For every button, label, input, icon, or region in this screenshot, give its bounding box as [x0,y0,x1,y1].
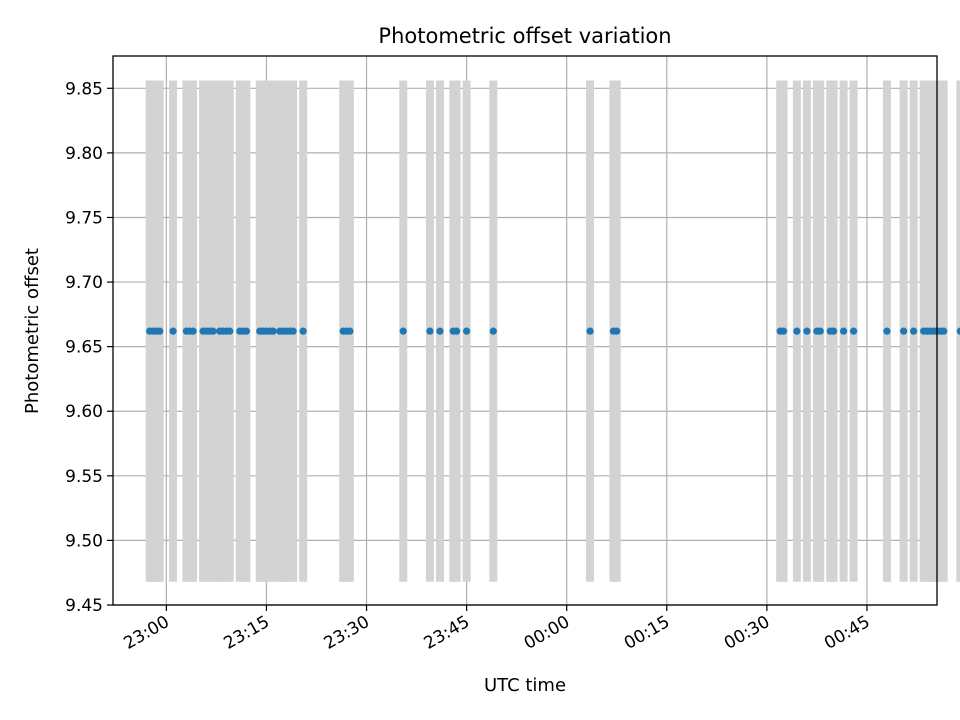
data-point [586,327,594,335]
y-tick-label: 9.65 [65,338,103,358]
data-point [956,327,960,335]
y-tick-label: 9.50 [65,531,103,551]
y-tick-label: 9.45 [65,596,103,616]
data-point [613,327,621,335]
data-point [849,327,858,335]
data-point [883,327,891,335]
y-tick-label: 9.70 [65,273,103,293]
data-point [426,327,434,335]
data-point [289,327,297,335]
data-point [816,327,824,335]
plot-frame [112,55,938,606]
y-tick-label: 9.85 [65,79,103,99]
data-point [910,327,918,335]
data-point [900,327,908,335]
y-tick-label: 9.80 [65,144,103,164]
data-point [226,327,234,335]
data-point [242,327,251,335]
x-axis-label: UTC time [484,675,566,696]
data-point [940,327,948,335]
data-point [829,327,838,335]
data-point [803,327,811,335]
data-point [269,327,277,335]
data-point [169,327,177,335]
y-axis: 9.45 9.50 9.55 9.60 9.65 9.70 9.75 9.80 9.85 [65,79,113,616]
data-point [209,327,217,335]
data-point [463,327,471,335]
data-point [346,327,354,335]
data-point [453,327,461,335]
data-point [399,327,407,335]
data-points [146,327,960,335]
data-point [299,327,307,335]
y-tick-label: 9.60 [65,402,103,422]
data-point [189,327,197,335]
data-point [779,327,788,335]
y-tick-label: 9.55 [65,467,103,487]
data-point [156,327,164,335]
chart-title: Photometric offset variation [378,24,671,48]
y-axis-label: Photometric offset [22,248,43,414]
data-point [839,327,848,335]
y-tick-label: 9.75 [65,208,103,228]
data-point [793,327,801,335]
data-point [436,327,444,335]
data-point [489,327,497,335]
